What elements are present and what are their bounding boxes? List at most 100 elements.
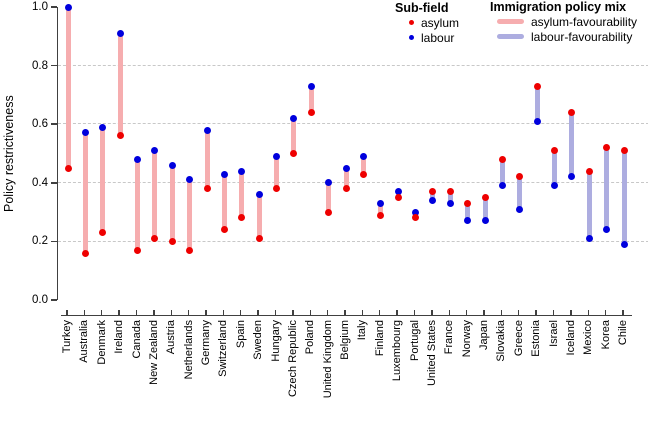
y-tick — [51, 299, 57, 301]
asylum-dot — [168, 237, 176, 245]
policy-mix-bar — [604, 147, 610, 230]
policy-mix-bar — [447, 191, 453, 204]
x-axis-line — [61, 315, 632, 316]
labour-dot — [342, 164, 350, 172]
x-tick — [344, 310, 346, 315]
asylum-dot — [377, 211, 385, 219]
asylum-dot — [238, 214, 246, 222]
asylum-dot — [464, 199, 472, 207]
x-tick-label: Sweden — [252, 320, 265, 360]
asylum-dot — [99, 229, 107, 237]
x-tick — [431, 310, 433, 315]
labour-dot — [290, 114, 298, 122]
x-tick — [483, 310, 485, 315]
x-tick-label: Germany — [200, 320, 212, 366]
labour-dot — [620, 240, 628, 248]
policy-mix-bar — [256, 194, 262, 239]
asylum-dot — [498, 155, 506, 163]
legend-policy-mix: Immigration policy mix asylum-favourabil… — [490, 0, 637, 44]
x-tick-label: Canada — [130, 320, 143, 359]
legend-item-labour-favourability: labour-favourability — [490, 29, 637, 44]
plot-area — [51, 3, 648, 301]
policy-mix-bar — [100, 127, 106, 233]
policy-mix-bar — [204, 130, 210, 189]
legend-item-asylum: asylum — [395, 15, 459, 30]
policy-mix-bar — [482, 197, 488, 221]
legend-subfield: Sub-field asylum labour — [395, 1, 459, 45]
asylum-dot — [412, 214, 419, 222]
x-tick-label: Poland — [304, 320, 317, 355]
legend-policy-mix-title: Immigration policy mix — [490, 0, 627, 14]
x-tick — [309, 310, 311, 315]
y-tick — [51, 6, 57, 8]
labour-dot — [134, 155, 141, 163]
x-tick-label: Hungary — [269, 320, 282, 362]
labour-dot — [446, 199, 454, 207]
policy-mix-bar — [517, 176, 523, 210]
x-tick-label: Ireland — [113, 320, 126, 354]
policy-mix-bar — [499, 159, 505, 186]
asylum-dot — [429, 188, 437, 196]
asylum-dot — [603, 144, 611, 152]
x-tick-label: Norway — [460, 320, 473, 358]
policy-mix-bar — [65, 7, 71, 169]
asylum-dot — [481, 193, 489, 201]
x-tick — [396, 310, 398, 315]
y-tick-label: 1.0 — [32, 1, 48, 13]
x-tick — [361, 310, 364, 315]
asylum-dot — [533, 82, 541, 90]
x-tick-label: Denmark — [95, 320, 108, 365]
labour-dot — [568, 173, 576, 181]
x-tick-label: Austria — [165, 320, 178, 355]
policy-mix-bar — [430, 191, 436, 201]
x-tick — [274, 310, 277, 315]
x-tick — [257, 310, 259, 315]
x-tick — [83, 310, 86, 315]
y-tick — [51, 64, 57, 67]
x-tick-label: Belgium — [339, 320, 351, 360]
x-tick — [518, 310, 520, 315]
x-tick — [205, 310, 207, 315]
labour-dot — [412, 208, 419, 216]
policy-mix-bar — [135, 159, 140, 251]
x-tick-label: New Zealand — [147, 320, 160, 385]
x-tick — [552, 310, 555, 315]
labour-dot — [151, 147, 159, 155]
x-tick — [240, 310, 242, 315]
labour-dot — [585, 234, 593, 242]
y-tick-label: 0.4 — [32, 176, 48, 189]
y-tick — [51, 240, 57, 243]
labour-dot-icon — [409, 35, 414, 40]
x-tick-label: Japan — [478, 320, 490, 350]
asylum-dot — [290, 150, 298, 157]
x-tick-label: United States — [425, 320, 438, 387]
x-tick-label: Portugal — [408, 320, 421, 361]
x-tick-label: Australia — [78, 320, 91, 363]
y-tick-label: 0.6 — [32, 118, 48, 131]
labour-dot — [186, 176, 194, 184]
labour-dot — [81, 129, 89, 137]
x-tick-label: Turkey — [61, 320, 73, 354]
policy-mix-bar — [465, 203, 471, 221]
x-tick — [570, 310, 572, 315]
y-tick-label: 0.0 — [32, 294, 48, 306]
y-tick — [51, 182, 57, 184]
policy-mix-bar — [569, 112, 575, 177]
policy-mix-bar — [621, 150, 627, 245]
x-tick-label: Finland — [373, 320, 386, 357]
y-tick-label: 0.2 — [32, 235, 48, 248]
asylum-dot — [64, 164, 72, 172]
policy-mix-bar — [360, 156, 366, 174]
labour-dot — [603, 226, 611, 234]
asylum-dot — [273, 185, 280, 193]
labour-favourability-swatch-icon — [497, 34, 524, 39]
asylum-dot — [151, 234, 159, 242]
policy-mix-bar — [239, 171, 245, 218]
legend-item-labour: labour — [395, 30, 459, 45]
labour-dot — [99, 123, 107, 131]
x-tick-label: Netherlands — [182, 320, 195, 380]
x-tick-label: Greece — [512, 320, 525, 357]
x-tick — [135, 310, 138, 315]
labour-dot — [533, 117, 541, 125]
asylum-dot — [342, 185, 350, 193]
